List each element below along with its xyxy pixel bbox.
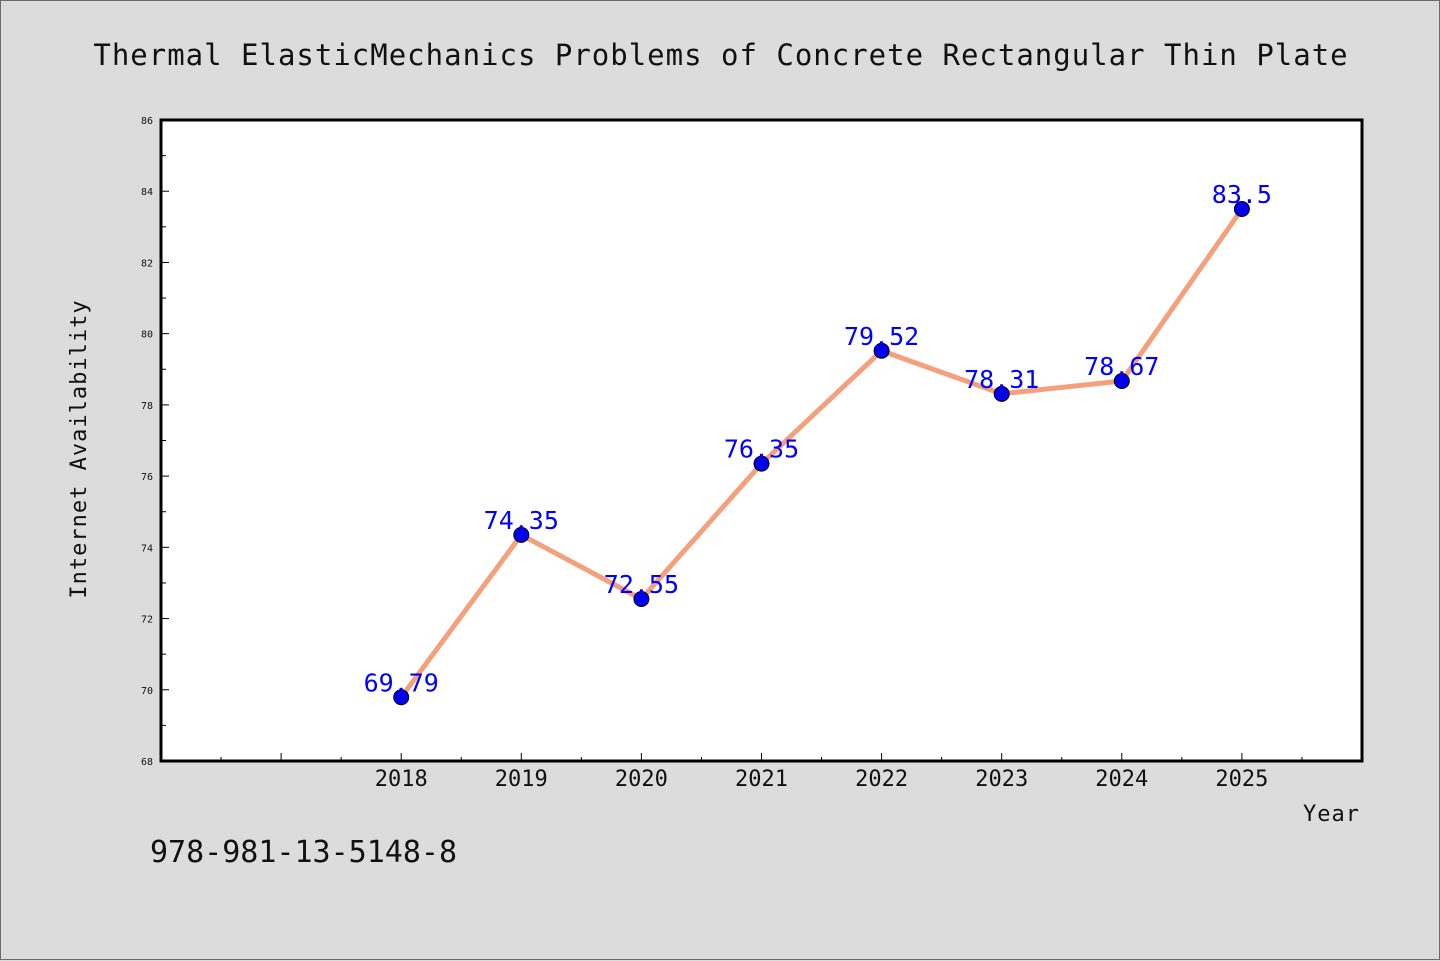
y-tick-label: 84 <box>141 187 153 198</box>
data-point-marker <box>513 526 530 543</box>
data-label: 78.67 <box>1084 352 1159 381</box>
series-markers <box>393 201 1250 706</box>
plot-area <box>159 118 1364 763</box>
y-tick-label: 80 <box>141 330 153 341</box>
x-axis-ticks: 2018 2019 2020 2021 2022 2023 2024 2025 <box>220 753 1303 792</box>
data-point-marker <box>1233 201 1250 218</box>
x-tick-label: 2025 <box>1215 767 1268 792</box>
x-tick-label: 2022 <box>855 767 908 792</box>
data-label: 74.35 <box>484 506 559 535</box>
data-point-marker <box>753 455 770 472</box>
y-tick-label: 76 <box>141 472 153 483</box>
y-tick-label: 82 <box>141 258 153 269</box>
x-tick-label: 2023 <box>975 767 1028 792</box>
x-tick-label: 2019 <box>495 767 548 792</box>
data-label: 83.5 <box>1212 180 1272 209</box>
y-tick-label: 86 <box>141 116 153 127</box>
y-tick-label: 68 <box>141 757 153 768</box>
data-point-marker <box>873 342 890 359</box>
isbn-code: 978-981-13-5148-8 <box>150 835 458 870</box>
y-tick-label: 72 <box>141 615 153 626</box>
data-label: 76.35 <box>724 435 799 464</box>
data-labels: 69.79 74.35 72.55 76.35 79.52 78.31 78.67 83.5 <box>364 180 1272 697</box>
x-tick-label: 2021 <box>735 767 788 792</box>
data-point-marker <box>633 590 650 607</box>
x-tick-label: 2018 <box>375 767 428 792</box>
y-tick-label: 70 <box>141 686 153 697</box>
data-label: 69.79 <box>364 668 439 697</box>
x-tick-label: 2024 <box>1095 767 1148 792</box>
data-point-marker <box>993 385 1010 402</box>
data-label: 79.52 <box>844 322 919 351</box>
x-axis-title: Year <box>1303 802 1360 827</box>
data-label: 72.55 <box>604 570 679 599</box>
y-axis-ticks: 68 70 72 74 76 78 80 82 84 86 <box>141 116 169 768</box>
data-label: 78.31 <box>964 365 1039 394</box>
data-point-marker <box>1113 373 1130 390</box>
series-line <box>398 206 1245 700</box>
y-axis-title: Internet Availability <box>67 299 92 598</box>
chart-title: Thermal ElasticMechanics Problems of Con… <box>93 38 1348 72</box>
data-point-marker <box>393 689 410 706</box>
y-tick-label: 74 <box>141 543 153 554</box>
y-tick-label: 78 <box>141 401 153 412</box>
x-tick-label: 2020 <box>615 767 668 792</box>
